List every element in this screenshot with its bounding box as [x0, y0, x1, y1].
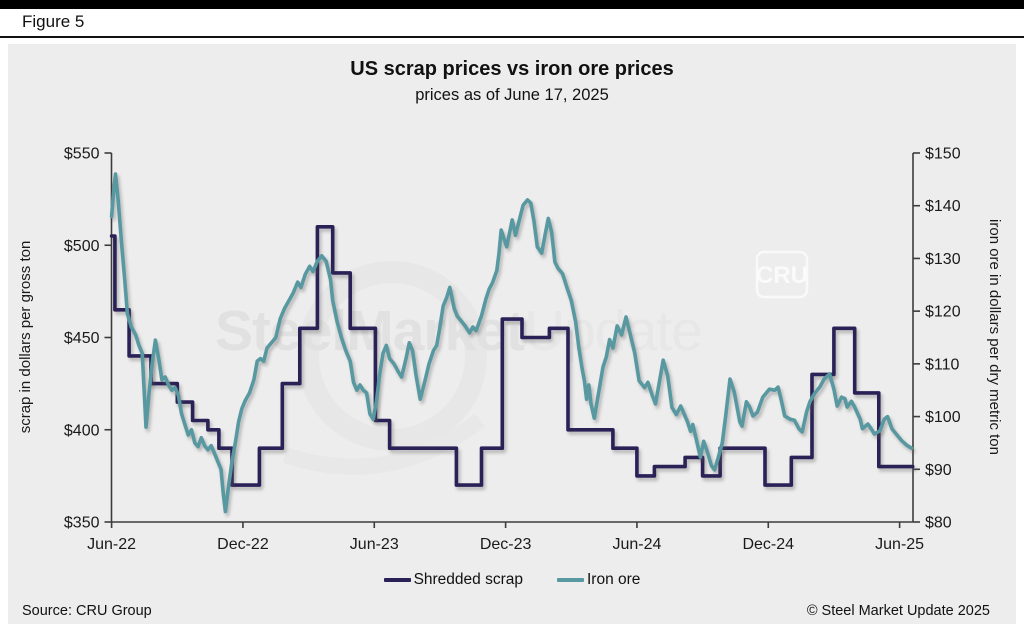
legend-item-shredded-scrap: Shredded scrap — [383, 571, 523, 589]
axis-tick-label: $130 — [925, 251, 961, 268]
watermark-swoosh-circle — [297, 261, 487, 451]
axis-tick-label: $90 — [925, 462, 952, 479]
series-line-shredded-scrap — [109, 225, 915, 487]
axis-tick-label: $80 — [925, 515, 952, 532]
copyright-note: © Steel Market Update 2025 — [806, 603, 990, 619]
legend-label-shredded-scrap: Shredded scrap — [413, 571, 523, 588]
legend-item-iron-ore: Iron ore — [557, 571, 640, 589]
axis-tick-label: Jun-22 — [87, 536, 136, 553]
axis-tick-label: $100 — [925, 409, 961, 426]
chart-title: US scrap prices vs iron ore prices — [350, 58, 674, 80]
axis-tick-label: $140 — [925, 198, 961, 215]
legend-label-iron-ore: Iron ore — [587, 571, 641, 588]
watermark-cru-box — [755, 250, 809, 299]
legend-line-sample-iron-ore — [557, 578, 584, 582]
chart-panel — [8, 44, 1016, 624]
axis-tick-label: $150 — [925, 146, 961, 163]
chart-subtitle: prices as of June 17, 2025 — [415, 86, 609, 104]
axis-tick-label: $120 — [925, 304, 961, 321]
axis-tick-label: Dec-24 — [742, 536, 794, 553]
axis-tick-label: Jun-23 — [350, 536, 399, 553]
watermark-swoosh-arc — [282, 413, 485, 475]
chart-legend: Shredded scrap Iron ore — [0, 571, 1024, 589]
header-divider — [0, 36, 1024, 38]
axis-tick-label: iron ore in dollars per dry metric ton — [986, 219, 1003, 455]
axis-tick-label: Jun-25 — [875, 536, 924, 553]
axis-tick-label: Dec-23 — [480, 536, 532, 553]
axis-tick-label: scrap in dollars per gross ton — [17, 241, 34, 434]
axis-tick-label: $500 — [64, 238, 100, 255]
series-line-iron-ore — [109, 172, 914, 514]
legend-line-sample-scrap — [383, 578, 411, 582]
axis-tick-label: Jun-24 — [612, 536, 661, 553]
axis-tick-label: $450 — [64, 330, 100, 347]
axis-tick-label: $110 — [925, 356, 960, 373]
axes-layer: $550 $500 $450 $400 $350 $150 $140 $130 $120 $110… — [17, 146, 1003, 554]
source-note: Source: CRU Group — [22, 603, 152, 619]
figure-label: Figure 5 — [22, 12, 85, 31]
watermark-brand-light: Update — [524, 299, 702, 363]
top-border-bar — [0, 0, 1024, 9]
series-layer — [109, 172, 915, 514]
axis-tick-label: $550 — [64, 146, 100, 163]
watermark-group: SteelMarketUpdate CRU — [215, 250, 809, 475]
axis-tick-label: $400 — [64, 422, 100, 439]
axis-tick-label: $350 — [64, 515, 100, 532]
axis-tick-label: Dec-22 — [217, 536, 269, 553]
watermark-cru-label: CRU — [756, 262, 808, 289]
watermark-brand-bold: SteelMarket — [215, 299, 525, 363]
